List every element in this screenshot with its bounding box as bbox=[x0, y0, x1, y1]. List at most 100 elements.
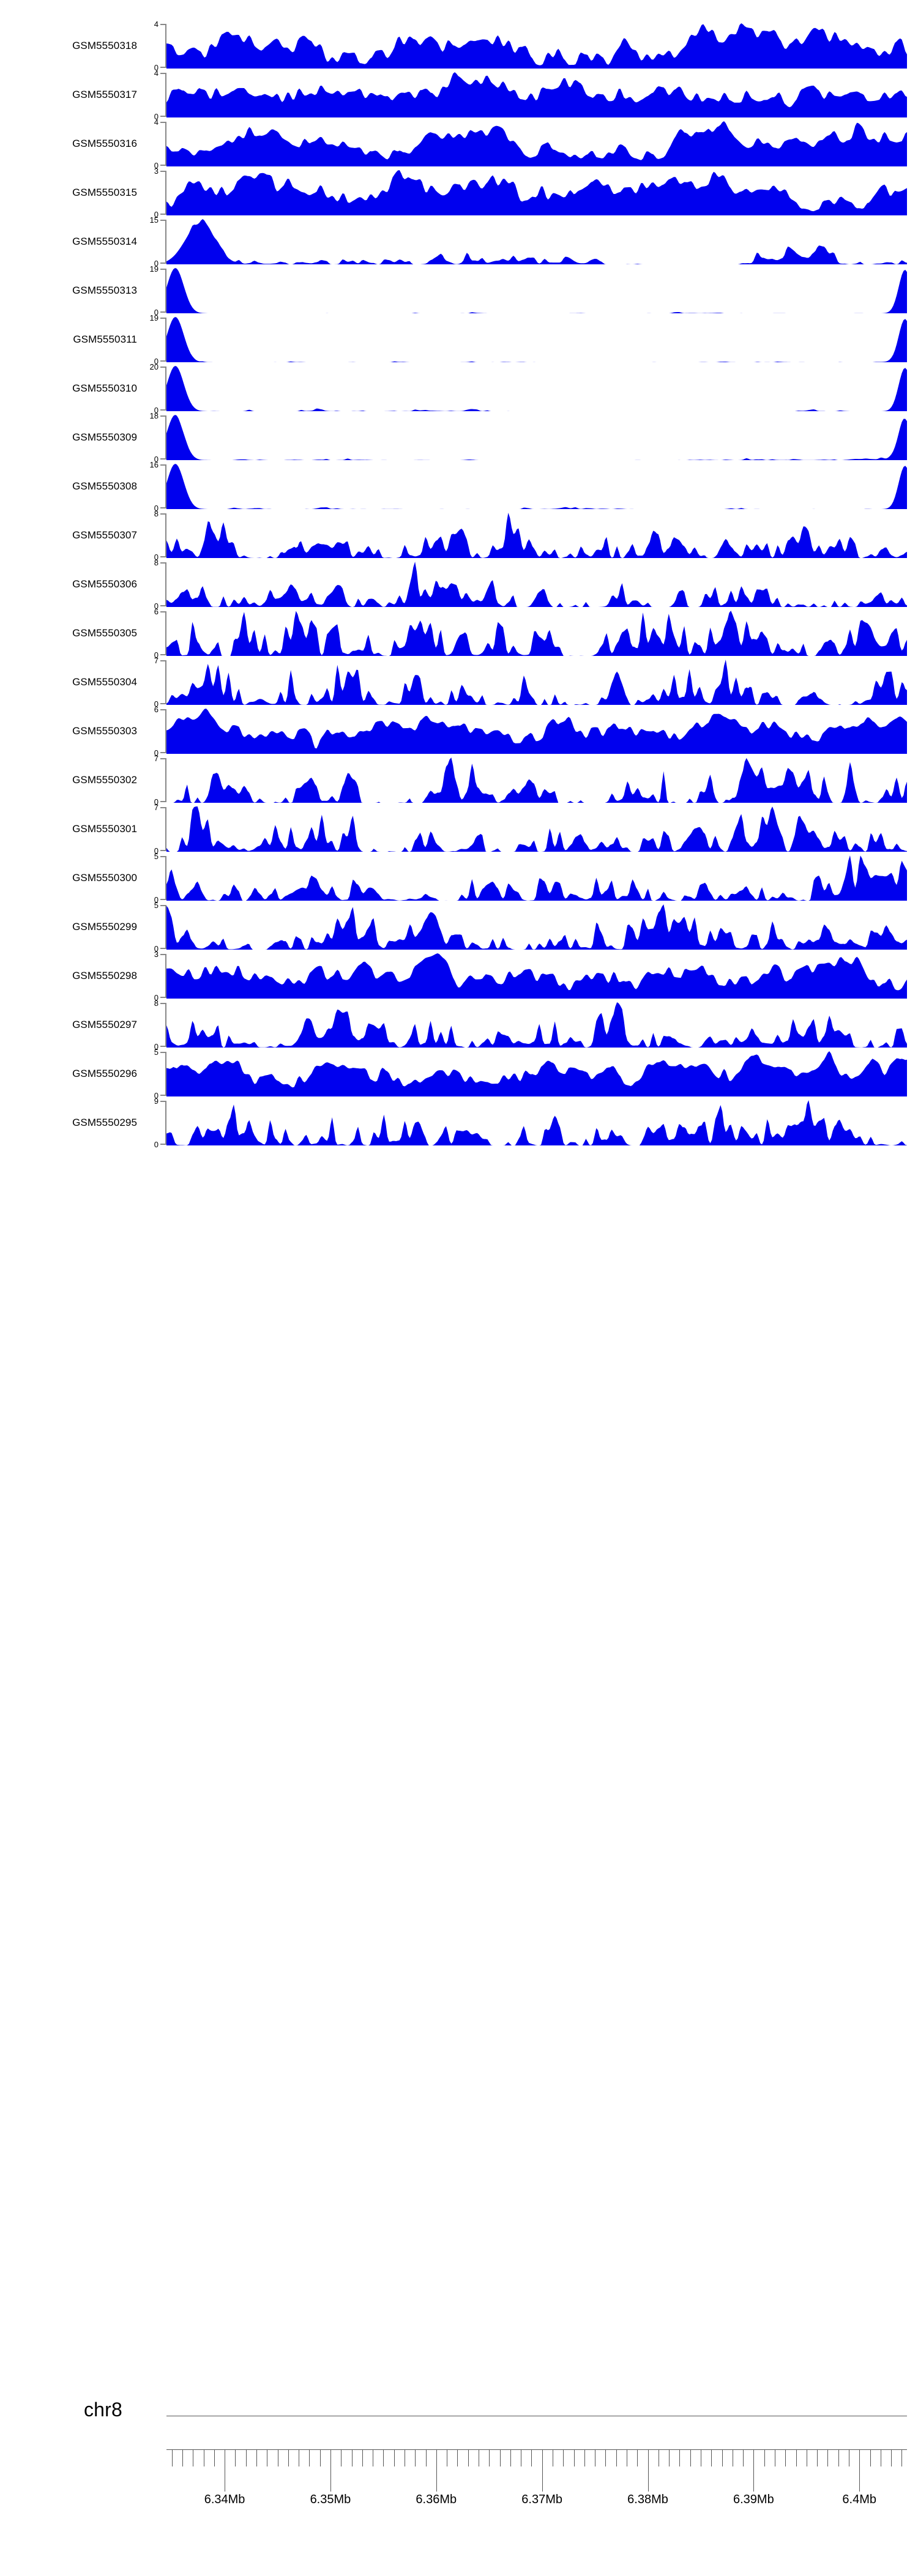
axis-major-tick bbox=[542, 2450, 543, 2492]
y-axis-min-label: 0 bbox=[154, 308, 159, 317]
coverage-track[interactable]: GSM5550298 3 0 bbox=[0, 950, 918, 1002]
axis-main-rule bbox=[166, 2449, 907, 2450]
axis-minor-tick bbox=[235, 2450, 236, 2466]
genome-axis-track: chr8 6.34Mb 6.35Mb 6.36Mb 6.37Mb 6.38Mb 6.39M… bbox=[0, 2385, 918, 2506]
coverage-track[interactable]: GSM5550317 4 0 bbox=[0, 69, 918, 121]
y-axis-max-label: 8 bbox=[154, 509, 159, 518]
coverage-track[interactable]: GSM5550313 19 0 bbox=[0, 265, 918, 317]
track-list: GSM5550318 4 0 GSM5550317 4 0 GSM5550316 4 0 GSM5… bbox=[0, 0, 918, 1149]
axis-minor-tick bbox=[690, 2450, 691, 2466]
coverage-track[interactable]: GSM5550306 8 0 bbox=[0, 559, 918, 611]
track-label: GSM5550314 bbox=[72, 236, 137, 247]
coverage-area-plot[interactable] bbox=[166, 219, 907, 264]
y-axis-min-label: 0 bbox=[154, 601, 159, 611]
coverage-area-plot[interactable] bbox=[166, 758, 907, 803]
axis-minor-tick bbox=[785, 2450, 786, 2466]
coverage-track[interactable]: GSM5550310 20 0 bbox=[0, 363, 918, 415]
track-y-axis: 19 0 bbox=[142, 265, 166, 317]
coverage-area-plot[interactable] bbox=[166, 562, 907, 607]
coverage-area-plot[interactable] bbox=[166, 170, 907, 215]
y-axis-min-label: 0 bbox=[154, 650, 159, 660]
coverage-area-plot[interactable] bbox=[166, 1002, 907, 1048]
y-axis-min-label: 0 bbox=[154, 1140, 159, 1149]
coverage-area-plot[interactable] bbox=[166, 317, 907, 362]
y-axis-min-label: 0 bbox=[154, 797, 159, 806]
track-label: GSM5550304 bbox=[72, 676, 137, 688]
coverage-track[interactable]: GSM5550300 5 0 bbox=[0, 852, 918, 904]
coverage-area-plot[interactable] bbox=[166, 855, 907, 901]
track-label: GSM5550296 bbox=[72, 1068, 137, 1079]
coverage-area-plot[interactable] bbox=[166, 1051, 907, 1096]
y-axis-max-label: 8 bbox=[154, 999, 159, 1008]
coverage-area-plot[interactable] bbox=[166, 415, 907, 460]
coverage-track[interactable]: GSM5550301 7 0 bbox=[0, 803, 918, 855]
y-axis-min-label: 0 bbox=[154, 406, 159, 415]
coverage-area-plot[interactable] bbox=[166, 904, 907, 950]
coverage-track[interactable]: GSM5550296 5 0 bbox=[0, 1048, 918, 1100]
axis-minor-tick bbox=[573, 2450, 575, 2466]
axis-minor-tick bbox=[499, 2450, 501, 2466]
coverage-area-plot[interactable] bbox=[166, 1100, 907, 1145]
coverage-track[interactable]: GSM5550307 8 0 bbox=[0, 509, 918, 561]
y-axis-min-label: 0 bbox=[154, 161, 159, 170]
coverage-area-plot[interactable] bbox=[166, 366, 907, 411]
coverage-area-plot[interactable] bbox=[166, 953, 907, 999]
axis-tick-label: 6.38Mb bbox=[627, 2493, 668, 2506]
coverage-area-plot[interactable] bbox=[166, 23, 907, 69]
coverage-track[interactable]: GSM5550299 5 0 bbox=[0, 901, 918, 953]
coverage-area-plot[interactable] bbox=[166, 513, 907, 558]
axis-minor-tick bbox=[245, 2450, 247, 2466]
coverage-area-plot[interactable] bbox=[166, 660, 907, 705]
axis-minor-tick bbox=[457, 2450, 458, 2466]
coverage-track[interactable]: GSM5550311 19 0 bbox=[0, 314, 918, 365]
coverage-area-plot[interactable] bbox=[166, 709, 907, 754]
y-axis-max-label: 7 bbox=[154, 803, 159, 812]
coverage-area-plot[interactable] bbox=[166, 121, 907, 166]
coverage-track[interactable]: GSM5550314 15 0 bbox=[0, 216, 918, 267]
track-y-axis: 19 0 bbox=[142, 314, 166, 365]
y-axis-max-label: 7 bbox=[154, 754, 159, 763]
y-axis-min-label: 0 bbox=[154, 210, 159, 219]
coverage-area-plot[interactable] bbox=[166, 72, 907, 117]
coverage-track[interactable]: GSM5550304 7 0 bbox=[0, 657, 918, 708]
y-axis-min-label: 0 bbox=[154, 895, 159, 904]
axis-minor-tick bbox=[616, 2450, 617, 2466]
coverage-track[interactable]: GSM5550303 6 0 bbox=[0, 705, 918, 757]
track-label: GSM5550302 bbox=[72, 774, 137, 786]
y-axis-min-label: 0 bbox=[154, 944, 159, 953]
axis-minor-tick bbox=[394, 2450, 395, 2466]
coverage-track[interactable]: GSM5550309 18 0 bbox=[0, 412, 918, 463]
coverage-track[interactable]: GSM5550302 7 0 bbox=[0, 754, 918, 806]
coverage-track[interactable]: GSM5550318 4 0 bbox=[0, 20, 918, 72]
axis-minor-tick bbox=[182, 2450, 183, 2466]
coverage-track[interactable]: GSM5550305 6 0 bbox=[0, 608, 918, 660]
coverage-track[interactable]: GSM5550308 16 0 bbox=[0, 461, 918, 512]
coverage-area-plot[interactable] bbox=[166, 806, 907, 852]
axis-minor-tick bbox=[256, 2450, 257, 2466]
axis-minor-tick bbox=[171, 2450, 173, 2466]
axis-minor-tick bbox=[870, 2450, 871, 2466]
track-y-axis: 15 0 bbox=[142, 216, 166, 267]
coverage-area-plot[interactable] bbox=[166, 268, 907, 313]
coverage-track[interactable]: GSM5550316 4 0 bbox=[0, 118, 918, 170]
axis-minor-tick bbox=[669, 2450, 670, 2466]
axis-minor-tick bbox=[214, 2450, 215, 2466]
coverage-area-plot[interactable] bbox=[166, 611, 907, 656]
coverage-track[interactable]: GSM5550297 8 0 bbox=[0, 999, 918, 1051]
coverage-track[interactable]: GSM5550315 3 0 bbox=[0, 166, 918, 219]
coverage-area-plot[interactable] bbox=[166, 464, 907, 509]
axis-minor-tick bbox=[637, 2450, 638, 2466]
y-axis-max-label: 3 bbox=[154, 166, 159, 176]
coverage-track[interactable]: GSM5550295 9 0 bbox=[0, 1097, 918, 1149]
chromosome-label: chr8 bbox=[83, 2399, 122, 2421]
track-label: GSM5550318 bbox=[72, 40, 137, 51]
